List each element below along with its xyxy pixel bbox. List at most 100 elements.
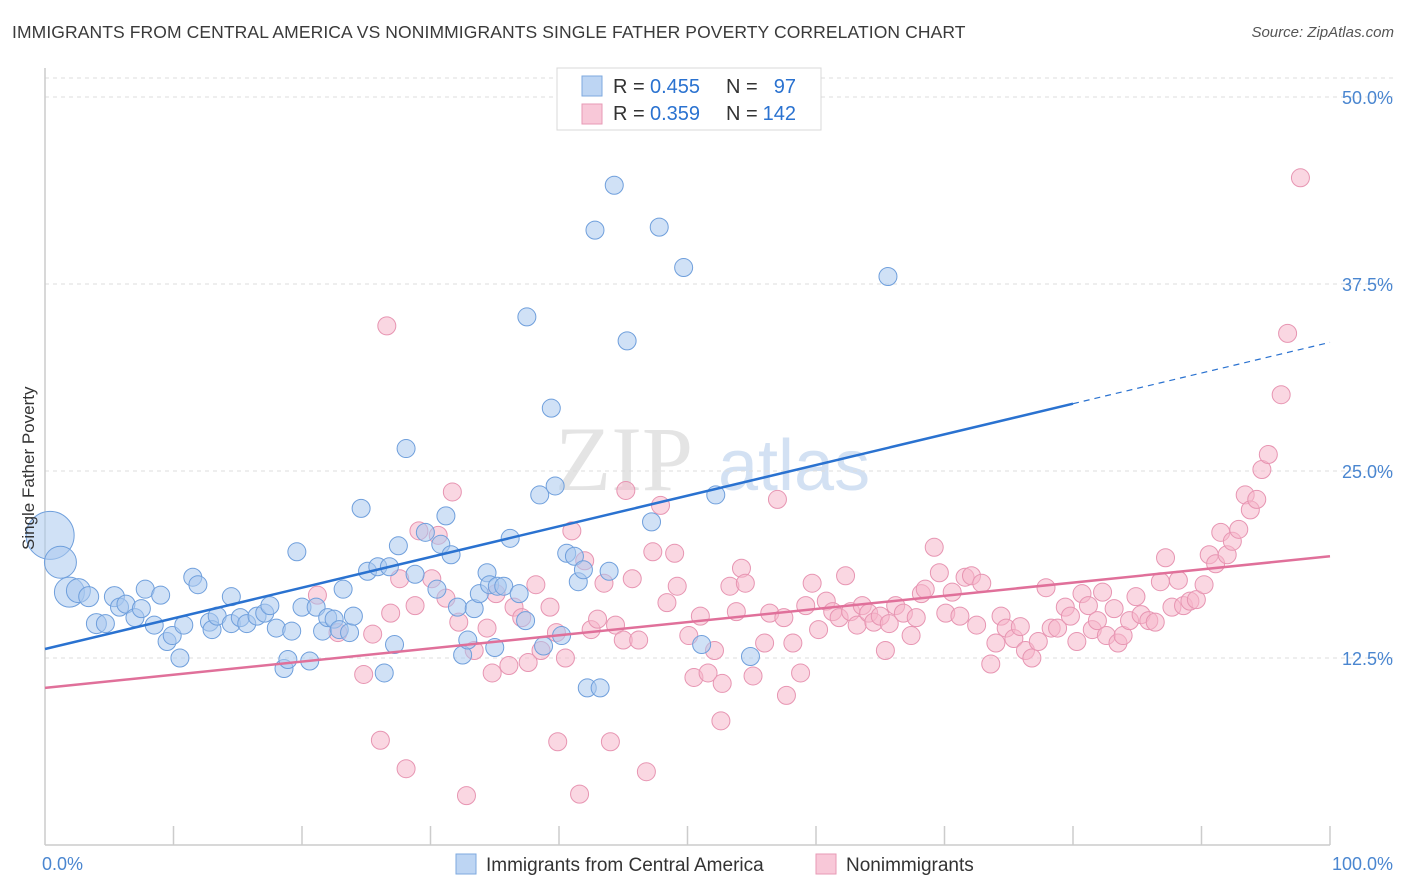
nonimmigrant-point [809,620,829,640]
nonimmigrant-point [363,624,383,644]
immigrant-point [266,618,286,638]
immigrant-point [282,621,302,641]
immigrant-point [131,599,151,619]
immigrant-point [260,596,280,616]
nonimmigrant-point [622,569,642,589]
immigrant-point [374,663,394,683]
nonimmigrant-point [950,606,970,626]
immigrant-point [878,267,898,287]
immigrant-point [517,307,537,327]
nonimmigrant-point [776,685,796,705]
legend-r-label-2: R = [613,103,645,125]
immigrant-point [351,498,371,518]
immigrant-point [617,331,637,351]
immigrant-point [604,175,624,195]
nonimmigrant-point [1060,606,1080,626]
y-tick-label: 50.0% [1342,88,1393,108]
nonimmigrant-point [405,596,425,616]
immigrant-point [188,575,208,595]
bottom-legend: Immigrants from Central America Nonimmig… [455,853,974,876]
nonimmigrant-point [442,482,462,502]
nonimmigrant-point [942,582,962,602]
immigrant-point [516,611,536,631]
immigrant-point [388,536,408,556]
nonimmigrant-point [1048,618,1068,638]
chart-title: IMMIGRANTS FROM CENTRAL AMERICA VS NONIM… [12,22,966,42]
nonimmigrant-point [836,566,856,586]
nonimmigrant-point [1168,570,1188,590]
nonimmigrant-point [879,614,899,634]
bottom-legend-swatch-blue [455,853,477,875]
nonimmigrant-point [651,495,671,515]
bottom-legend-swatch-pink [815,853,837,875]
nonimmigrant-point [636,762,656,782]
legend-r-label-1: R = [613,76,645,98]
nonimmigrant-point [1194,575,1214,595]
nonimmigrant-point [667,576,687,596]
nonimmigrant-point [548,732,568,752]
nonimmigrant-point [456,786,476,806]
nonimmigrant-point [783,633,803,653]
immigrant-point [340,623,360,643]
nonimmigrants-points [307,168,1310,806]
immigrant-point [541,398,561,418]
x-ticks [172,826,1331,845]
nonimmigrant-point [562,521,582,541]
immigrant-point [385,635,405,655]
immigrant-point [151,585,171,605]
nonimmigrant-point [1258,445,1278,465]
immigrant-point [509,584,529,604]
bottom-legend-label-2: Nonimmigrants [846,855,974,876]
immigrant-point [43,545,77,579]
immigrant-point [95,614,115,634]
nonimmigrant-point [629,630,649,650]
legend-swatch-blue [581,75,603,97]
trend-lines [44,341,1331,690]
nonimmigrant-point [482,663,502,683]
nonimmigrant-point [540,597,560,617]
immigrant-point [170,648,190,668]
x-tick-label-right: 100.0% [1332,854,1393,874]
immigrant-point [530,485,550,505]
nonimmigrant-point [1093,582,1113,602]
nonimmigrant-point [1087,611,1107,631]
legend-n-label-1: N = [726,76,758,98]
nonimmigrant-point [720,576,740,596]
bottom-legend-label-1: Immigrants from Central America [486,855,764,876]
nonimmigrant-point [377,316,397,336]
immigrant-point [174,615,194,635]
nonimmigrant-point [526,575,546,595]
nonimmigrant-point [1145,612,1165,632]
nonimmigrant-point [1278,323,1298,343]
immigrant-point [333,579,353,599]
immigrant-point [585,220,605,240]
nonimmigrant-point [381,603,401,623]
nonimmigrant-point [354,664,374,684]
nonimmigrant-point [906,608,926,628]
nonimmigrant-point [588,609,608,629]
immigrant-point [287,542,307,562]
nonimmigrant-point [1126,587,1146,607]
nonimmigrant-point [924,537,944,557]
immigrant-point [564,546,584,566]
immigrants-points [25,175,898,698]
nonimmigrant-point [1010,617,1030,637]
nonimmigrant-point [1067,632,1087,652]
nonimmigrant-point [643,542,663,562]
nonimmigrant-point [1290,168,1310,188]
nonimmigrant-point [657,593,677,613]
nonimmigrant-point [1271,385,1291,405]
immigrant-point [573,560,593,580]
legend-r-value-2: 0.359 [650,103,700,125]
nonimmigrant-point [791,663,811,683]
nonimmigrant-point [1247,489,1267,509]
legend-n-value-1: 97 [774,76,796,98]
nonimmigrant-point [802,573,822,593]
immigrant-point [599,561,619,581]
nonimmigrant-point [396,759,416,779]
x-tick-label-left: 0.0% [42,854,83,874]
immigrant-point [642,512,662,532]
nonimmigrant-point [929,563,949,583]
nonimmigrant-point [477,618,497,638]
